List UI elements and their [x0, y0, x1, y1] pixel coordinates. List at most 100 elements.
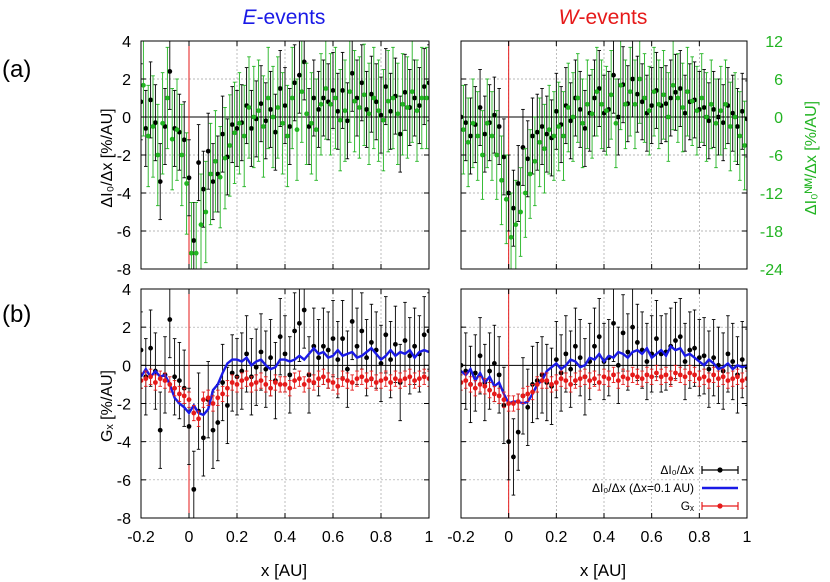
data-point [496, 124, 502, 129]
data-point [381, 117, 386, 123]
series-line-smoothed [141, 346, 429, 417]
data-point [658, 374, 664, 380]
data-point [143, 125, 149, 131]
data-point [335, 357, 341, 363]
data-point [525, 156, 531, 162]
data-point [582, 125, 588, 131]
x-tick-label: 0.6 [641, 529, 663, 546]
data-point [313, 127, 319, 133]
data-point [369, 376, 374, 382]
data-point [520, 393, 526, 399]
data-point [546, 127, 552, 133]
data-point [383, 84, 389, 89]
data-point [701, 105, 707, 110]
series-group [461, 289, 747, 496]
data-point [663, 101, 669, 107]
data-point [639, 376, 645, 382]
data-point [205, 148, 211, 154]
data-point [347, 89, 353, 95]
data-point [385, 98, 391, 104]
data-point [515, 429, 521, 435]
data-point [730, 376, 736, 382]
data-point [337, 117, 343, 123]
data-point [258, 101, 264, 107]
data-point [608, 92, 614, 98]
data-point [668, 95, 674, 101]
data-point [148, 97, 154, 103]
data-point [328, 101, 333, 107]
data-point [611, 320, 616, 326]
data-point [563, 378, 569, 383]
data-point [424, 95, 429, 101]
data-point [735, 124, 740, 129]
data-point [186, 424, 192, 429]
data-point [553, 357, 559, 363]
data-point [181, 393, 187, 399]
data-point [472, 370, 478, 376]
data-point [201, 186, 206, 192]
series-group [461, 41, 747, 269]
data-point [673, 338, 678, 343]
data-point [556, 124, 562, 129]
legend: ΔI₀/Δx ΔI₀/Δx (Δx=0.1 AU) Gₓ [592, 463, 739, 513]
data-point [148, 374, 154, 380]
data-point [515, 181, 521, 186]
data-point [580, 120, 585, 126]
data-point [378, 361, 384, 366]
data-point [184, 181, 190, 186]
data-point [419, 95, 425, 101]
data-point [682, 374, 688, 380]
data-point [177, 378, 182, 383]
data-point [395, 111, 401, 117]
data-point [162, 378, 168, 383]
data-point [335, 383, 341, 389]
data-point [663, 372, 669, 378]
y-right-tick-label: 0 [774, 110, 783, 127]
data-point [577, 355, 583, 361]
data-point [694, 108, 700, 114]
y-tick-label: 0 [122, 110, 131, 127]
data-point [167, 317, 173, 322]
data-point [232, 130, 238, 136]
data-point [587, 378, 593, 383]
y-tick-label: -6 [117, 473, 131, 490]
data-point [330, 380, 336, 385]
data-point [244, 376, 250, 382]
data-point [253, 380, 259, 385]
data-point [539, 124, 545, 129]
data-point [297, 376, 302, 382]
data-point [268, 355, 273, 361]
data-point [634, 340, 640, 345]
data-point [592, 376, 597, 382]
data-point [706, 366, 712, 372]
data-point [203, 209, 209, 215]
data-point [704, 114, 709, 120]
data-point [412, 343, 417, 349]
data-point [544, 131, 550, 137]
data-point [477, 382, 483, 387]
data-point [292, 378, 297, 383]
x-tick-label: 0.6 [322, 529, 344, 546]
data-point [696, 355, 702, 361]
data-point [742, 143, 747, 148]
data-point [522, 190, 528, 196]
data-point [153, 380, 158, 385]
data-point [256, 108, 261, 114]
data-point [508, 234, 514, 240]
data-point [186, 397, 192, 403]
data-point [596, 380, 602, 385]
data-point [373, 380, 379, 385]
data-point [335, 108, 341, 114]
legend-swatch-di0 [701, 466, 739, 474]
x-tick-label: 0 [504, 529, 513, 546]
data-point [534, 129, 540, 135]
data-point [677, 372, 683, 378]
data-point [673, 89, 678, 95]
data-point [275, 105, 281, 110]
data-point [716, 114, 721, 120]
data-point [407, 353, 413, 359]
data-point [354, 376, 360, 382]
data-point [513, 222, 519, 228]
data-point [487, 387, 492, 393]
data-point [534, 382, 540, 387]
